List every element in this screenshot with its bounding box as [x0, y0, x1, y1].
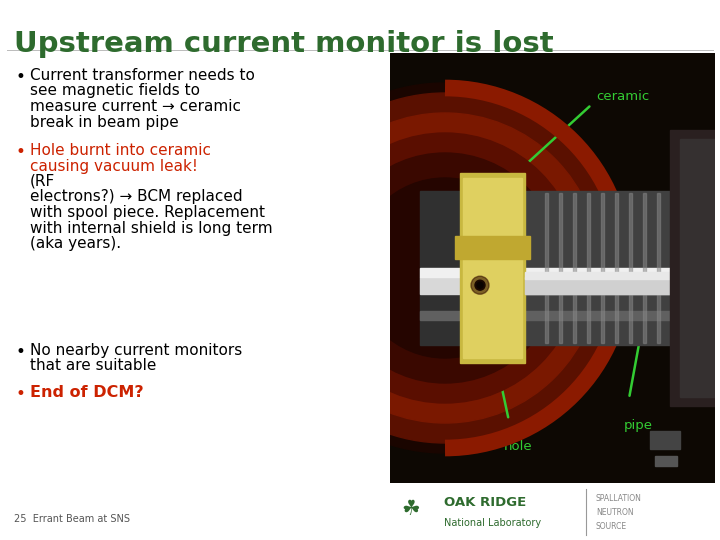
Bar	[420, 276, 705, 294]
Bar	[601, 193, 604, 343]
Text: Hole burnt into ceramic: Hole burnt into ceramic	[30, 143, 211, 158]
Circle shape	[471, 276, 489, 294]
Text: •: •	[16, 68, 26, 86]
Text: electrons?) → BCM replaced: electrons?) → BCM replaced	[30, 190, 243, 205]
Bar	[643, 193, 646, 343]
Bar	[629, 193, 632, 343]
Bar	[455, 236, 530, 259]
Bar	[463, 178, 522, 357]
Bar	[615, 193, 618, 343]
Text: with internal shield is long term: with internal shield is long term	[30, 220, 273, 235]
Text: Upstream current monitor is lost: Upstream current monitor is lost	[14, 30, 554, 58]
Text: break in beam pipe: break in beam pipe	[30, 114, 179, 130]
Text: SOURCE: SOURCE	[596, 522, 627, 531]
Bar	[525, 276, 715, 294]
Text: NEUTRON: NEUTRON	[596, 508, 634, 517]
Bar	[587, 193, 590, 343]
Bar	[650, 430, 680, 449]
Text: End of DCM?: End of DCM?	[30, 385, 143, 400]
Bar	[573, 193, 576, 343]
Bar	[420, 191, 460, 346]
Text: No nearby current monitors: No nearby current monitors	[30, 343, 242, 358]
Text: •: •	[16, 343, 26, 361]
Text: hole: hole	[504, 440, 532, 453]
Bar	[657, 193, 660, 343]
Bar	[545, 193, 548, 343]
Text: see magnetic fields to: see magnetic fields to	[30, 84, 200, 98]
Bar	[670, 130, 715, 406]
Text: ☘: ☘	[402, 499, 420, 519]
Circle shape	[310, 133, 580, 403]
Bar	[420, 311, 705, 320]
Text: that are suitable: that are suitable	[30, 359, 156, 374]
Text: SPALLATION: SPALLATION	[596, 494, 642, 503]
Circle shape	[290, 113, 600, 423]
Bar	[655, 456, 677, 466]
Text: 25  Errant Beam at SNS: 25 Errant Beam at SNS	[14, 514, 130, 524]
Text: Current transformer needs to: Current transformer needs to	[30, 68, 255, 83]
Text: (aka years).: (aka years).	[30, 236, 121, 251]
Bar	[460, 173, 525, 362]
Circle shape	[355, 178, 535, 358]
Circle shape	[477, 282, 483, 288]
Text: causing vacuum leak!: causing vacuum leak!	[30, 159, 198, 173]
Circle shape	[270, 93, 620, 443]
Text: (RF: (RF	[30, 174, 55, 189]
Circle shape	[260, 83, 630, 453]
Text: •: •	[16, 385, 26, 403]
Text: ceramic: ceramic	[596, 90, 649, 103]
Text: pipe: pipe	[624, 418, 653, 431]
Bar	[420, 268, 705, 276]
Bar	[525, 191, 715, 346]
Bar	[559, 193, 562, 343]
Bar	[525, 272, 715, 279]
Text: •: •	[16, 143, 26, 161]
Text: measure current → ceramic: measure current → ceramic	[30, 99, 241, 114]
Circle shape	[475, 280, 485, 290]
Circle shape	[330, 153, 560, 383]
Text: with spool piece. Replacement: with spool piece. Replacement	[30, 205, 265, 220]
Text: OAK RIDGE: OAK RIDGE	[444, 496, 526, 509]
Bar	[680, 139, 715, 397]
Text: National Laboratory: National Laboratory	[444, 518, 541, 528]
